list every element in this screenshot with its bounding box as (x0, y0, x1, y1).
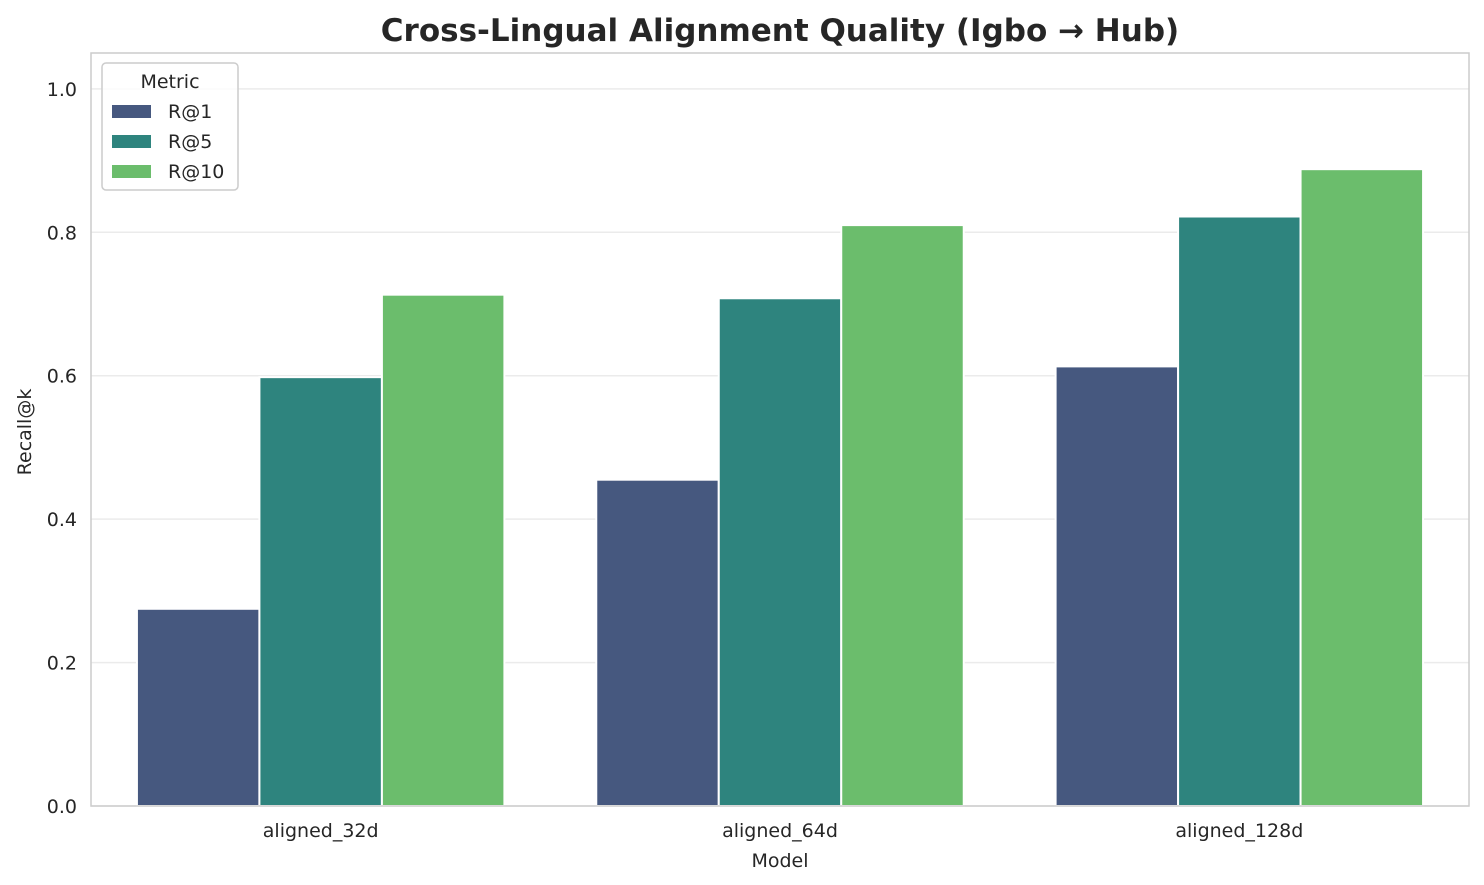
legend-label: R@10 (168, 161, 224, 183)
bar-r-at-1-aligned_128d (1054, 365, 1180, 807)
plot-frame (90, 52, 1470, 807)
legend-label: R@1 (168, 101, 212, 123)
legend-box (101, 62, 239, 191)
bar-r-at-10-aligned_64d (840, 224, 965, 808)
legend-swatch (112, 165, 151, 178)
y-axis-label: Recall@k (14, 389, 36, 476)
legend-items: R@1 R@5 R@10 (112, 101, 224, 183)
y-tick-label: 0.6 (47, 366, 77, 388)
bar-r-at-1-aligned_64d (595, 478, 720, 807)
y-axis-ticks: 0.0 0.2 0.4 0.6 0.8 1.0 (47, 79, 77, 818)
chart-title: Cross-Lingual Alignment Quality (Igbo → … (381, 13, 1179, 49)
bar-r-at-10-aligned_32d (380, 293, 506, 807)
bar-r-at-5-aligned_32d (258, 376, 383, 807)
y-tick-label: 0.0 (47, 796, 77, 818)
legend-label: R@5 (168, 131, 212, 153)
legend-swatch (112, 135, 151, 148)
y-tick-label: 1.0 (47, 79, 77, 101)
legend-swatch (112, 105, 151, 118)
x-tick-label: aligned_64d (722, 820, 838, 842)
x-tick-label: aligned_32d (263, 820, 379, 842)
legend: Metric R@1 R@5 R@10 (101, 62, 239, 191)
bar-r-at-1-aligned_32d (135, 607, 261, 807)
x-tick-label: aligned_128d (1175, 820, 1303, 842)
bar-r-at-5-aligned_64d (717, 297, 843, 807)
bar-series (135, 168, 1425, 808)
x-axis-label: Model (751, 850, 808, 872)
y-tick-label: 0.2 (47, 653, 77, 675)
y-tick-label: 0.8 (47, 222, 77, 244)
bar-r-at-10-aligned_128d (1299, 168, 1425, 808)
y-tick-label: 0.4 (47, 509, 77, 531)
legend-title: Metric (140, 71, 199, 93)
x-axis-ticks: aligned_32d aligned_64d aligned_128d (263, 820, 1304, 842)
bar-r-at-5-aligned_128d (1177, 215, 1302, 808)
